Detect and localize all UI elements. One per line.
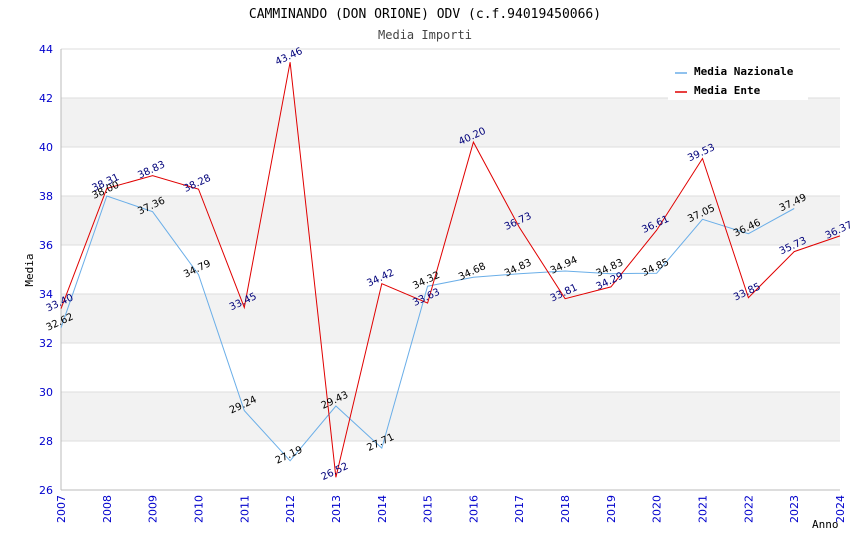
series-group [60, 62, 841, 478]
series-line-media-nazionale [60, 195, 795, 462]
data-label: 34.83 [503, 257, 534, 279]
x-tick-label: 2021 [697, 495, 710, 523]
data-label: 34.68 [457, 261, 488, 283]
data-label: 34.79 [182, 258, 213, 280]
legend-label-media-ente: Media Ente [694, 84, 761, 97]
grid-lines [61, 48, 840, 491]
grid-band [61, 294, 840, 343]
y-tick-label: 28 [39, 435, 53, 448]
y-tick-label: 40 [39, 141, 53, 154]
y-tick-label: 36 [39, 239, 53, 252]
x-axis-label: Anno [812, 518, 839, 531]
y-tick-label: 38 [39, 190, 53, 203]
data-label: 38.28 [182, 173, 213, 195]
legend-box [668, 58, 808, 100]
grid-band [61, 98, 840, 147]
chart-title: CAMMINANDO (DON ORIONE) ODV (c.f.9401945… [249, 7, 601, 22]
x-tick-label: 2009 [147, 495, 160, 523]
x-tick-label: 2020 [651, 495, 664, 523]
x-tick-label: 2022 [742, 495, 755, 523]
x-tick-label: 2018 [559, 495, 572, 523]
y-tick-label: 30 [39, 386, 53, 399]
series-line-media-ente [60, 62, 841, 478]
x-tick-label: 2010 [192, 495, 205, 523]
data-label: 34.94 [549, 255, 580, 277]
grid-bands [61, 98, 840, 441]
y-tick-label: 26 [39, 484, 53, 497]
y-tick-label: 34 [39, 288, 53, 301]
x-tick-label: 2015 [422, 495, 435, 523]
y-axis-ticks: 26 28 30 32 34 36 38 40 42 44 [39, 43, 53, 497]
x-tick-label: 2012 [284, 495, 297, 523]
x-tick-label: 2017 [513, 495, 526, 523]
x-tick-label: 2024 [834, 495, 847, 523]
y-tick-label: 32 [39, 337, 53, 350]
y-tick-label: 42 [39, 92, 53, 105]
legend-label-media-nazionale: Media Nazionale [694, 65, 794, 78]
legend: Media Nazionale Media Ente [668, 58, 808, 100]
x-axis-ticks: 2007 2008 2009 2010 2011 2012 2013 2014 2015 2016… [55, 495, 847, 523]
x-tick-label: 2014 [376, 495, 389, 523]
x-tick-label: 2011 [238, 495, 251, 523]
chart-subtitle: Media Importi [378, 28, 472, 42]
x-tick-label: 2013 [330, 495, 343, 523]
x-tick-label: 2023 [788, 495, 801, 523]
x-tick-label: 2019 [605, 495, 618, 523]
y-axis-label: Media [23, 253, 36, 286]
y-tick-label: 44 [39, 43, 53, 56]
x-tick-label: 2007 [55, 495, 68, 523]
grid-band [61, 392, 840, 441]
grid-band [61, 196, 840, 245]
data-label: 34.85 [640, 257, 671, 279]
x-tick-label: 2016 [467, 495, 480, 523]
x-tick-label: 2008 [101, 495, 114, 523]
